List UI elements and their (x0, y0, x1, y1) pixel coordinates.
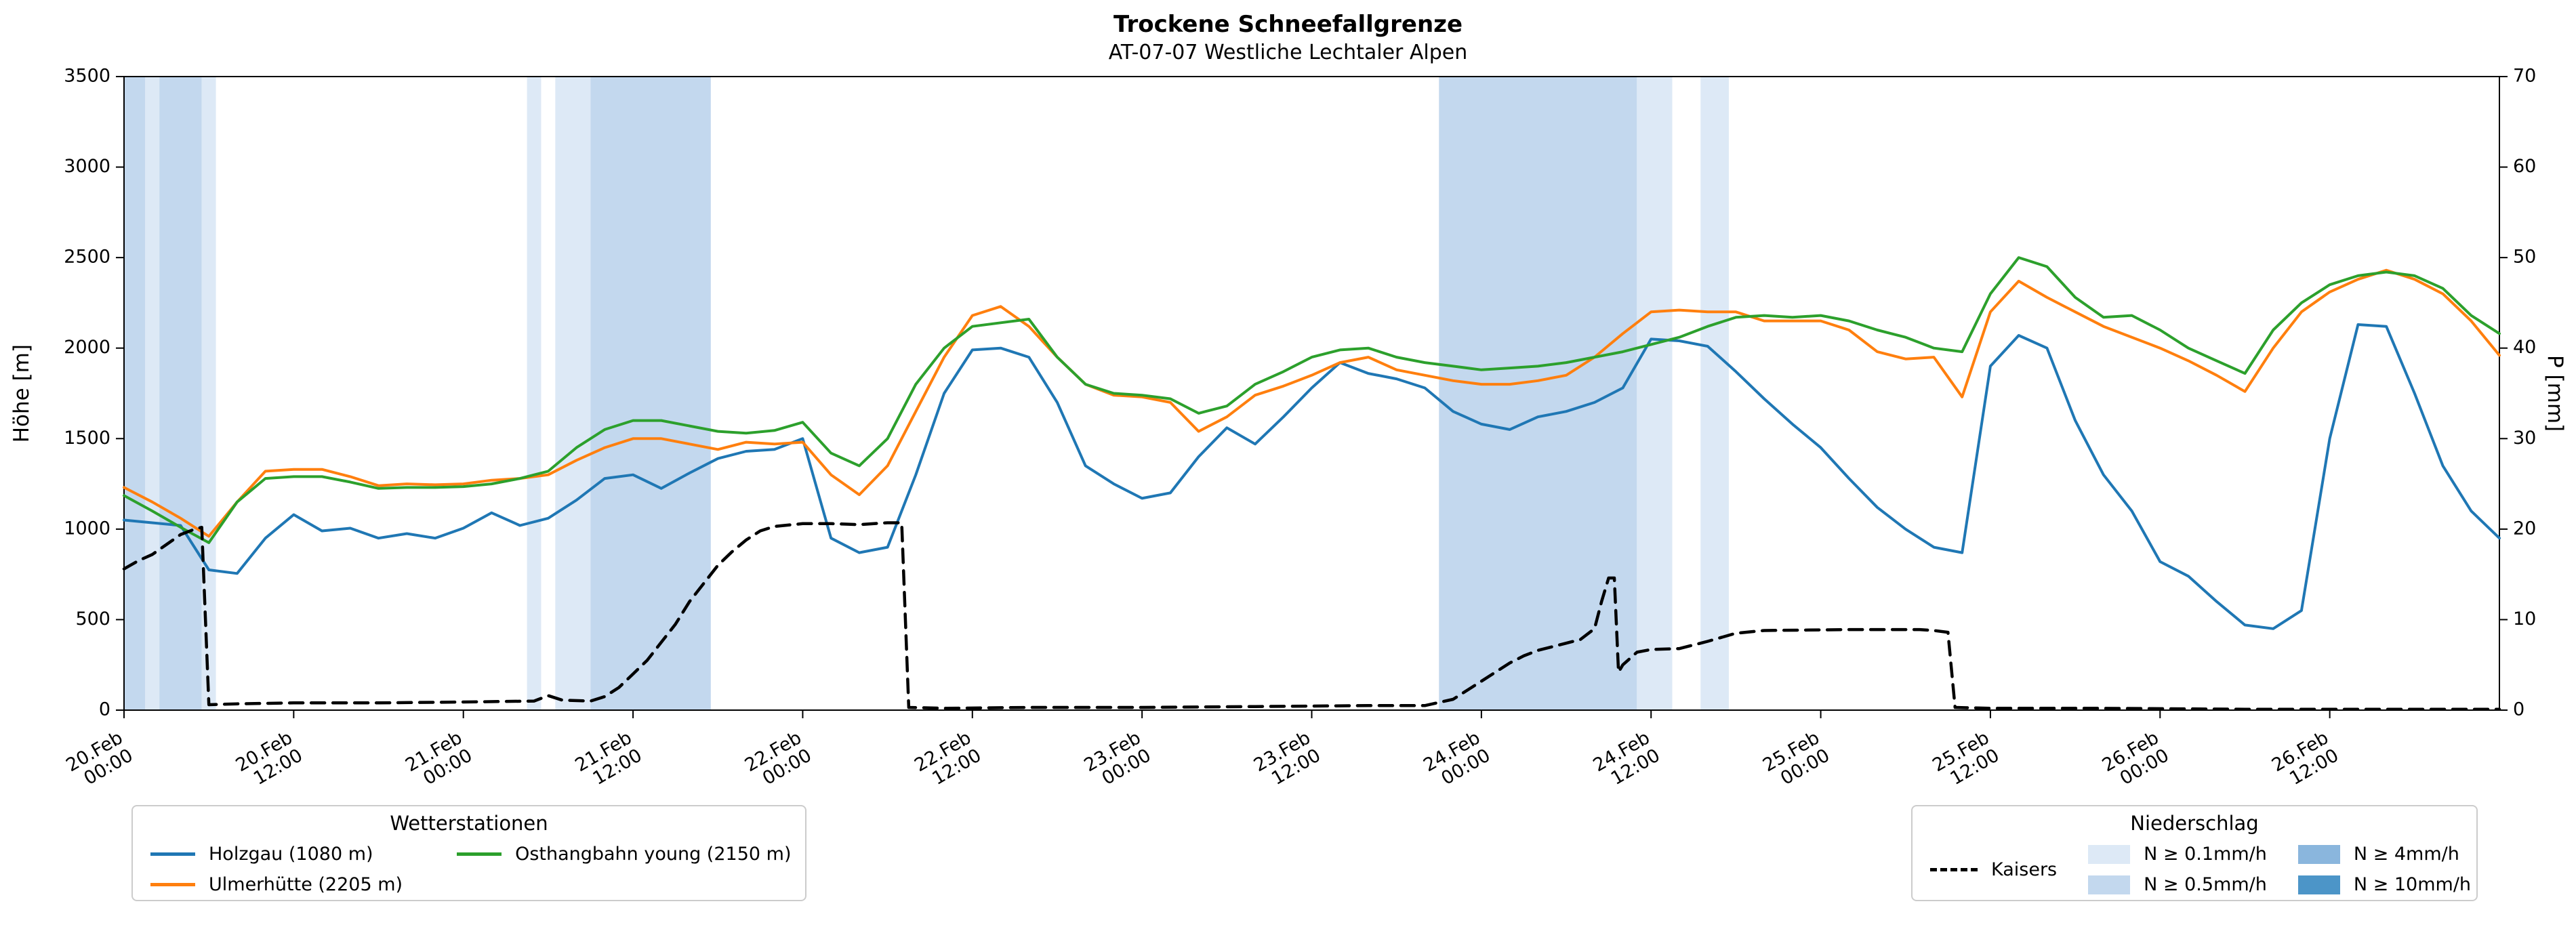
precip-band (1700, 77, 1729, 710)
x-tick-label: 23.Feb00:00 (1081, 727, 1155, 793)
x-tick-label: 21.Feb12:00 (571, 727, 645, 793)
legend-item-ulmerhuette: Ulmerhütte (2205 m) (150, 869, 403, 900)
precip-4-swatch (2297, 844, 2340, 864)
precip-band (590, 77, 711, 710)
series-kaisers-line (122, 521, 2501, 711)
precip-4-label: N ≥ 4mm/h (2353, 844, 2459, 865)
precip-05-swatch (2088, 875, 2131, 894)
precip-band (159, 77, 202, 710)
legend-item-holzgau: Holzgau (1080 m) (150, 839, 403, 869)
legend-item-precip-01: N ≥ 0.1mm/h (2088, 839, 2267, 869)
x-tick-label: 25.Feb00:00 (1759, 727, 1833, 793)
right-tick-label: 0 (2513, 699, 2524, 720)
holzgau-label: Holzgau (1080 m) (209, 844, 373, 865)
precip-05-label: N ≥ 0.5mm/h (2144, 874, 2267, 895)
series-holzgau-1080-m-line (123, 323, 2501, 630)
left-tick-label: 1500 (64, 428, 110, 449)
right-tick-label: 40 (2513, 337, 2536, 358)
legend-item-precip-05: N ≥ 0.5mm/h (2088, 869, 2267, 900)
right-tick-label: 60 (2513, 156, 2536, 177)
x-tick-label: 22.Feb00:00 (741, 727, 815, 793)
x-tick-label: 25.Feb12:00 (1929, 727, 2003, 793)
left-tick-label: 3000 (64, 156, 110, 177)
left-tick-label: 500 (75, 608, 110, 629)
right-axis-label-wrap: P [mm] (2543, 77, 2567, 710)
legend-item-precip-10: N ≥ 10mm/h (2297, 869, 2472, 900)
ulmerhuette-label: Ulmerhütte (2205 m) (209, 874, 403, 895)
x-tick-label: 24.Feb12:00 (1590, 727, 1664, 793)
x-tick-label: 26.Feb12:00 (2268, 727, 2342, 793)
x-tick-label: 20.Feb00:00 (62, 727, 136, 793)
precip-10-label: N ≥ 10mm/h (2353, 874, 2472, 895)
holzgau-line-swatch (150, 852, 195, 856)
legend-item-kaisers: Kaisers (1930, 854, 2057, 885)
right-tick-label: 70 (2513, 66, 2536, 87)
left-tick-label: 2500 (64, 247, 110, 268)
x-tick-label: 21.Feb00:00 (402, 727, 476, 793)
left-tick-label: 2000 (64, 337, 110, 358)
right-axis-label: P [mm] (2543, 354, 2567, 432)
legend-stations-title: Wetterstationen (390, 812, 548, 835)
plot-border (123, 76, 2500, 711)
precip-band (555, 77, 591, 710)
legend-wetterstationen: Wetterstationen Holzgau (1080 m) Ulmerhü… (131, 805, 806, 901)
x-tick-label: 20.Feb12:00 (232, 727, 306, 793)
series-ulmerh-tte-2205-m-line (123, 268, 2501, 538)
right-tick-label: 20 (2513, 518, 2536, 539)
precip-band (201, 77, 216, 710)
x-tick-label: 23.Feb12:00 (1250, 727, 1324, 793)
right-tick-label: 10 (2513, 608, 2536, 629)
right-tick-label: 30 (2513, 428, 2536, 449)
ulmerhuette-line-swatch (150, 883, 195, 886)
kaisers-dashed-line-swatch (1930, 867, 1978, 871)
osthangbahn-line-swatch (457, 852, 502, 856)
precip-band (124, 77, 146, 710)
precip-band (1637, 77, 1673, 710)
x-tick-label: 22.Feb12:00 (911, 727, 985, 793)
legend-item-precip-4: N ≥ 4mm/h (2297, 839, 2471, 869)
legend-item-osthangbahn: Osthangbahn young (2150 m) (457, 839, 791, 869)
precip-band (1439, 77, 1637, 710)
x-tick-label: 26.Feb00:00 (2099, 727, 2173, 793)
chart-title: Trockene Schneefallgrenze (1113, 11, 1463, 38)
x-tick-label: 24.Feb00:00 (1420, 727, 1494, 793)
left-tick-label: 3500 (64, 66, 110, 87)
precip-band (145, 77, 160, 710)
left-tick-label: 0 (99, 699, 110, 720)
precip-01-swatch (2088, 844, 2131, 864)
chart-subtitle: AT-07-07 Westliche Lechtaler Alpen (1108, 41, 1468, 64)
left-tick-label: 1000 (64, 518, 110, 539)
kaisers-label: Kaisers (1991, 859, 2058, 880)
precip-01-label: N ≥ 0.1mm/h (2144, 844, 2267, 865)
precip-band (527, 77, 541, 710)
osthangbahn-label: Osthangbahn young (2150 m) (515, 844, 792, 865)
precip-10-swatch (2297, 875, 2340, 894)
right-tick-label: 50 (2513, 247, 2536, 268)
series-osthangbahn-young-2150-m-line (123, 256, 2501, 544)
legend-niederschlag: Niederschlag Kaisers N ≥ 0.1mm/h N ≥ 0.5… (1911, 805, 2478, 901)
legend-precip-title: Niederschlag (2130, 812, 2259, 835)
